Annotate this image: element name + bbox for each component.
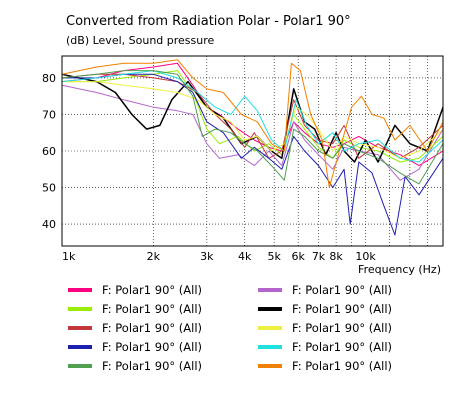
legend-label: F: Polar1 90° (All)	[102, 283, 202, 297]
x-axis-label: Frequency (Hz)	[358, 263, 441, 276]
legend-label: F: Polar1 90° (All)	[292, 359, 392, 373]
series-lines	[61, 59, 444, 236]
y-tick-label: 50	[42, 182, 56, 195]
legend-label: F: Polar1 90° (All)	[292, 340, 392, 354]
legend-label: F: Polar1 90° (All)	[292, 321, 392, 335]
series-line-9	[61, 70, 444, 185]
legend-label: F: Polar1 90° (All)	[292, 283, 392, 297]
plot-frame	[61, 55, 444, 247]
x-tick-label: 2k	[147, 250, 161, 263]
x-tick-label: 10k	[355, 250, 376, 263]
legend-label: F: Polar1 90° (All)	[102, 340, 202, 354]
x-tick-label: 1k	[62, 250, 76, 263]
y-tick-label: 60	[42, 145, 56, 158]
series-line-8	[61, 70, 444, 163]
y-axis-label: (dB) Level, Sound pressure	[66, 34, 215, 47]
y-tick-label: 40	[42, 218, 56, 231]
y-tick-label: 80	[42, 72, 56, 85]
y-tick-label: 70	[42, 108, 56, 121]
legend-label: F: Polar1 90° (All)	[102, 321, 202, 335]
series-line-4	[61, 73, 444, 163]
axis-ticks: 40 50 60 70 80 1k 2k 3k 4k 5k 6k 7k 8k 10k	[42, 72, 376, 263]
series-line-2	[61, 84, 444, 181]
series-line-10	[61, 59, 444, 188]
x-tick-label: 5k	[267, 250, 281, 263]
x-tick-label: 4k	[238, 250, 252, 263]
chart-title: Converted from Radiation Polar - Polar1 …	[66, 14, 351, 29]
legend: F: Polar1 90° (All) F: Polar1 90° (All) F:…	[68, 283, 392, 373]
x-tick-label: 8k	[329, 250, 343, 263]
x-tick-label: 7k	[312, 250, 326, 263]
series-line-5	[61, 73, 444, 159]
legend-label: F: Polar1 90° (All)	[292, 302, 392, 316]
legend-label: F: Polar1 90° (All)	[102, 302, 202, 316]
legend-label: F: Polar1 90° (All)	[102, 359, 202, 373]
x-tick-label: 3k	[200, 250, 214, 263]
x-tick-label: 6k	[291, 250, 305, 263]
series-line-7	[62, 73, 444, 236]
